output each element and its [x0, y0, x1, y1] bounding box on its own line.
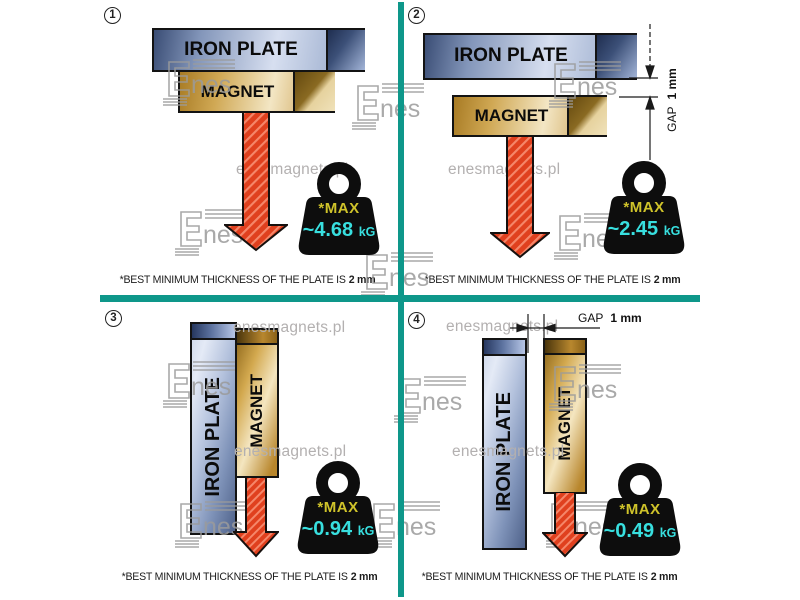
magnet-q4: MAGNET [543, 338, 587, 494]
max-value-q1: ~4.68 kG [302, 219, 376, 241]
svg-text:nes: nes [422, 388, 462, 416]
max-label-q3: *MAX [317, 499, 359, 516]
iron-plate-q4-top-face [484, 340, 525, 356]
iron-plate-q4: IRON PLATE [482, 338, 527, 550]
pull-arrow-q1 [224, 112, 288, 252]
iron-plate-q2-side-face [595, 35, 637, 78]
magnet-q2-side-face [567, 97, 607, 135]
svg-text:nes: nes [577, 376, 617, 404]
pull-arrow-q3 [233, 477, 279, 558]
horizontal-divider [100, 295, 700, 302]
max-label-q4: *MAX [619, 501, 661, 518]
svg-text:nes: nes [191, 71, 231, 99]
magnet-q3-top-face [237, 330, 277, 345]
weight-icon-q2: *MAX ~2.45 kG [598, 161, 690, 258]
enes-logo-watermark: nes [175, 501, 247, 548]
gap-label-q2: GAP1 mm [665, 68, 679, 132]
note-q4: *BEST MINIMUM THICKNESS OF THE PLATE IS 2… [421, 571, 678, 583]
iron-plate-q2: IRON PLATE [423, 33, 637, 80]
site-watermark: enesmagnets.pl [446, 318, 559, 335]
unit-q3: kG [357, 524, 375, 538]
gap-dimension-q4 [510, 314, 600, 353]
iron-plate-q2-label: IRON PLATE [454, 45, 568, 66]
enes-logo-watermark: nes [394, 376, 466, 423]
max-value-q3: ~0.94 kG [301, 518, 375, 540]
svg-text:nes: nes [389, 264, 429, 292]
magnet-q2: MAGNET [452, 95, 607, 137]
quadrant-2-number: 2 [408, 7, 425, 24]
unit-q1: kG [358, 225, 376, 239]
weight-icon-q4: *MAX ~0.49 kG [594, 463, 686, 560]
max-label-q2: *MAX [623, 199, 665, 216]
svg-text:nes: nes [577, 73, 617, 101]
enes-logo-watermark: nes [163, 361, 235, 408]
max-label-q1: *MAX [318, 200, 360, 217]
weight-icon-q3: *MAX ~0.94 kG [292, 461, 384, 558]
magnet-q3-label: MAGNET [247, 373, 266, 448]
quadrant-4-number: 4 [408, 312, 425, 329]
max-value-q4: ~0.49 kG [603, 520, 677, 542]
iron-plate-q3-top-face [192, 324, 235, 340]
magnet-q1-label: MAGNET [200, 82, 275, 101]
max-value-q2: ~2.45 kG [607, 218, 681, 240]
note-q1: *BEST MINIMUM THICKNESS OF THE PLATE IS 2… [119, 274, 376, 286]
enes-logo-watermark: nes [163, 59, 235, 106]
note-q2: *BEST MINIMUM THICKNESS OF THE PLATE IS 2… [424, 274, 681, 286]
svg-text:nes: nes [191, 373, 231, 401]
pull-arrow-q2 [490, 136, 550, 259]
iron-plate-q1-side-face [326, 30, 365, 70]
magnet-q4-top-face [545, 340, 585, 355]
magnet-q1-side-face [293, 72, 335, 111]
site-watermark: enesmagnets.pl [233, 319, 346, 336]
gap-label-q4: GAP 1 mm [578, 311, 642, 325]
unit-q4: kG [659, 526, 677, 540]
site-watermark: enesmagnets.pl [234, 443, 347, 460]
enes-logo-watermark: nes [549, 61, 621, 108]
note-q3: *BEST MINIMUM THICKNESS OF THE PLATE IS 2… [121, 571, 378, 583]
magnet-q1: MAGNET [178, 70, 335, 113]
quadrant-3-number: 3 [105, 310, 122, 327]
iron-plate-q1-label: IRON PLATE [184, 39, 298, 60]
enes-logo-watermark: nes [352, 83, 424, 130]
svg-text:nes: nes [203, 513, 243, 541]
enes-logo-watermark: nes [549, 364, 621, 411]
iron-plate-q3: IRON PLATE [190, 322, 237, 535]
magnet-q2-label: MAGNET [474, 106, 549, 125]
pull-arrow-q4 [542, 492, 588, 558]
quadrant-1-number: 1 [104, 7, 121, 24]
gap-dimension-q2 [619, 24, 658, 160]
unit-q2: kG [663, 224, 681, 238]
site-watermark: enesmagnets.pl [452, 443, 565, 460]
iron-plate-q1: IRON PLATE [152, 28, 365, 72]
weight-icon-q1: *MAX ~4.68 kG [293, 162, 385, 259]
magnet-q3: MAGNET [235, 328, 279, 478]
